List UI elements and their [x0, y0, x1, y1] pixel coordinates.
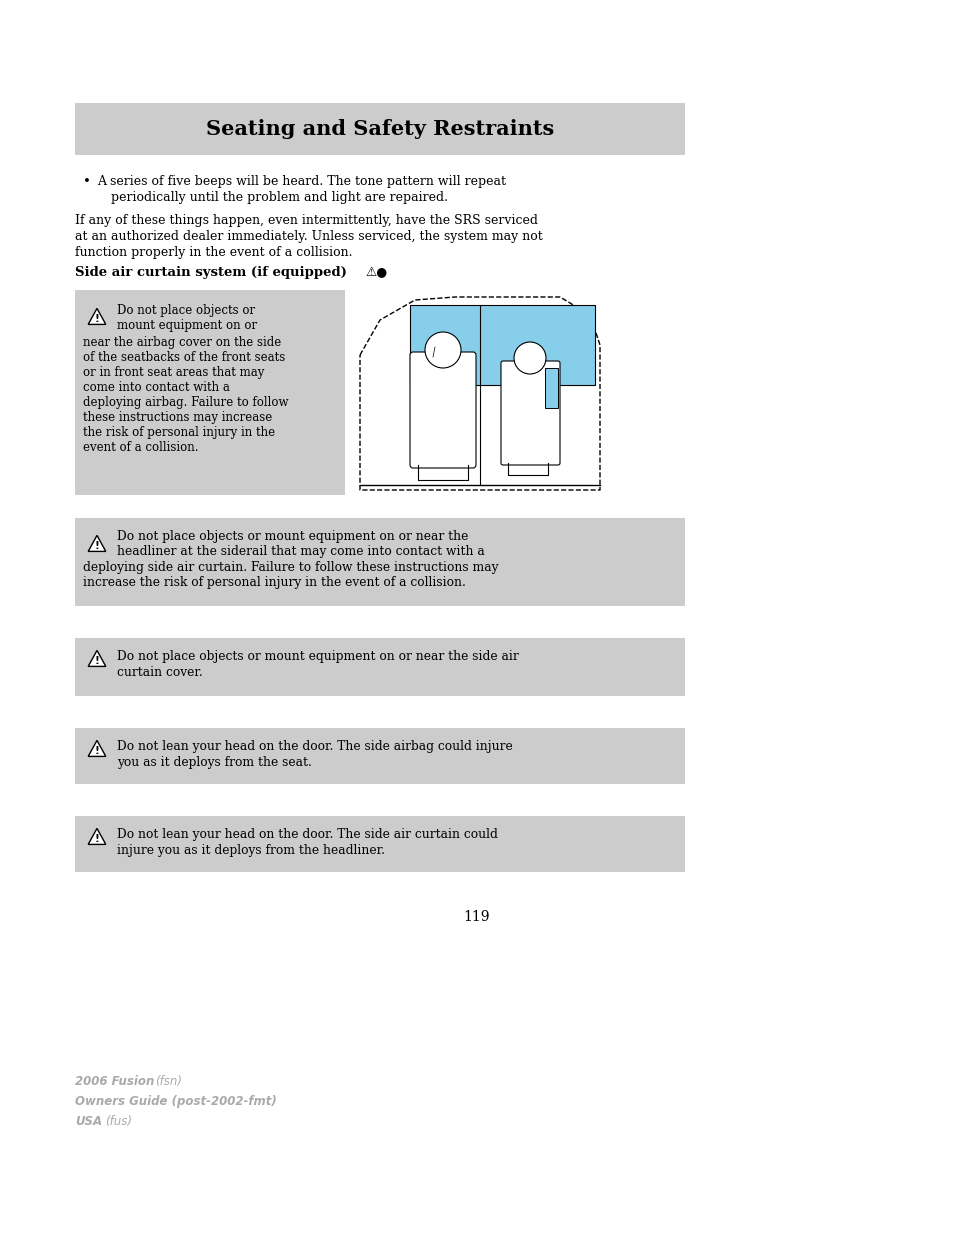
Text: or in front seat areas that may: or in front seat areas that may	[83, 366, 264, 379]
Text: deploying airbag. Failure to follow: deploying airbag. Failure to follow	[83, 396, 288, 409]
Polygon shape	[544, 368, 558, 408]
Polygon shape	[88, 309, 106, 325]
Polygon shape	[88, 651, 106, 667]
Text: A series of five beeps will be heard. The tone pattern will repeat: A series of five beeps will be heard. Th…	[97, 175, 505, 188]
FancyBboxPatch shape	[500, 361, 559, 466]
Text: Do not lean your head on the door. The side air curtain could: Do not lean your head on the door. The s…	[117, 827, 497, 841]
Text: Do not place objects or mount equipment on or near the side air: Do not place objects or mount equipment …	[117, 650, 518, 663]
FancyBboxPatch shape	[75, 638, 684, 697]
Text: mount equipment on or: mount equipment on or	[117, 319, 257, 332]
FancyBboxPatch shape	[410, 352, 476, 468]
Text: deploying side air curtain. Failure to follow these instructions may: deploying side air curtain. Failure to f…	[83, 561, 498, 574]
FancyBboxPatch shape	[75, 290, 345, 495]
Text: increase the risk of personal injury in the event of a collision.: increase the risk of personal injury in …	[83, 576, 465, 589]
Text: the risk of personal injury in the: the risk of personal injury in the	[83, 426, 274, 438]
Text: •: •	[83, 175, 91, 188]
Circle shape	[514, 342, 545, 374]
Polygon shape	[410, 305, 595, 385]
Circle shape	[424, 332, 460, 368]
Text: !: !	[94, 834, 99, 844]
Text: event of a collision.: event of a collision.	[83, 441, 198, 454]
Text: Do not place objects or: Do not place objects or	[117, 304, 254, 317]
Polygon shape	[88, 829, 106, 845]
Polygon shape	[88, 536, 106, 551]
Text: ⚠●: ⚠●	[365, 266, 387, 279]
Text: Do not lean your head on the door. The side airbag could injure: Do not lean your head on the door. The s…	[117, 740, 512, 753]
Text: If any of these things happen, even intermittently, have the SRS serviced: If any of these things happen, even inte…	[75, 214, 537, 227]
Text: at an authorized dealer immediately. Unless serviced, the system may not: at an authorized dealer immediately. Unl…	[75, 230, 542, 243]
Text: 119: 119	[463, 910, 490, 924]
Text: Side air curtain system (if equipped): Side air curtain system (if equipped)	[75, 266, 347, 279]
Text: (fus): (fus)	[105, 1115, 132, 1128]
Text: function properly in the event of a collision.: function properly in the event of a coll…	[75, 246, 352, 259]
Text: Seating and Safety Restraints: Seating and Safety Restraints	[206, 119, 554, 140]
FancyBboxPatch shape	[75, 103, 684, 156]
Text: !: !	[94, 314, 99, 324]
Text: !: !	[94, 746, 99, 756]
Text: !: !	[94, 656, 99, 666]
Text: 2006 Fusion: 2006 Fusion	[75, 1074, 154, 1088]
Text: injure you as it deploys from the headliner.: injure you as it deploys from the headli…	[117, 844, 385, 857]
Text: you as it deploys from the seat.: you as it deploys from the seat.	[117, 756, 312, 769]
Text: Do not place objects or mount equipment on or near the: Do not place objects or mount equipment …	[117, 530, 468, 543]
Text: Owners Guide (post-2002-fmt): Owners Guide (post-2002-fmt)	[75, 1095, 276, 1108]
FancyBboxPatch shape	[75, 727, 684, 784]
Text: of the seatbacks of the front seats: of the seatbacks of the front seats	[83, 351, 285, 364]
Text: come into contact with a: come into contact with a	[83, 382, 230, 394]
FancyBboxPatch shape	[75, 517, 684, 606]
Text: (fsn): (fsn)	[154, 1074, 182, 1088]
Text: curtain cover.: curtain cover.	[117, 666, 203, 679]
Text: these instructions may increase: these instructions may increase	[83, 411, 272, 424]
Text: headliner at the siderail that may come into contact with a: headliner at the siderail that may come …	[117, 545, 484, 558]
Text: periodically until the problem and light are repaired.: periodically until the problem and light…	[111, 191, 448, 204]
FancyBboxPatch shape	[75, 816, 684, 872]
Polygon shape	[88, 741, 106, 756]
Text: USA: USA	[75, 1115, 102, 1128]
Text: near the airbag cover on the side: near the airbag cover on the side	[83, 336, 281, 350]
Text: !: !	[94, 541, 99, 551]
